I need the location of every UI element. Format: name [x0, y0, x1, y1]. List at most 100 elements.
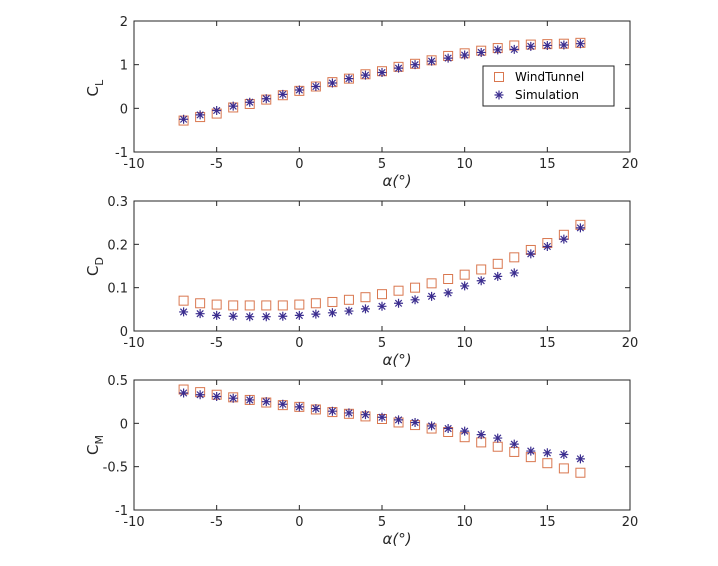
x-tick-label: 20 [622, 336, 639, 351]
simulation-point [278, 89, 288, 99]
simulation-point [278, 399, 288, 409]
simulation-point [278, 311, 288, 321]
windtunnel-point [377, 289, 387, 300]
simulation-point [245, 395, 255, 405]
y-tick-label: -0.5 [103, 461, 128, 476]
x-tick-label: -10 [123, 515, 144, 530]
y-tick-label: 0 [120, 417, 128, 432]
y-tick-label: -1 [115, 504, 128, 519]
simulation-point [311, 309, 321, 319]
simulation-point [344, 74, 354, 84]
x-tick-label: 5 [378, 336, 386, 351]
simulation-point [212, 310, 222, 320]
windtunnel-point [393, 285, 404, 296]
y-tick-label: 0 [120, 325, 128, 340]
windtunnel-point [459, 269, 470, 280]
axes-box [133, 379, 631, 511]
simulation-point [460, 426, 470, 436]
x-axis-label: α(°) [382, 172, 411, 190]
y-tick-label: 2 [120, 15, 128, 30]
simulation-point [261, 312, 271, 322]
x-tick-label: -5 [210, 515, 223, 530]
simulation-point [575, 39, 585, 49]
simulation-point [294, 85, 304, 95]
simulation-point [377, 68, 387, 78]
simulation-point [493, 433, 503, 443]
axes-box [133, 200, 631, 332]
simulation-point [575, 223, 585, 233]
simulation-point [294, 310, 304, 320]
windtunnel-point [542, 458, 553, 469]
windtunnel-point [327, 296, 338, 307]
y-tick-label: 0 [120, 102, 128, 117]
simulation-point [261, 94, 271, 104]
x-tick-label: 0 [295, 157, 303, 172]
simulation-point [327, 78, 337, 88]
x-tick-label: -5 [210, 336, 223, 351]
simulation-point [575, 454, 585, 464]
simulation-point [542, 242, 552, 251]
series-simulation [179, 388, 585, 464]
windtunnel-point [509, 252, 520, 263]
simulation-point [360, 304, 370, 314]
y-axis-label: CL [84, 79, 106, 96]
simulation-point [542, 448, 552, 458]
windtunnel-point [558, 463, 569, 474]
y-tick-label: 1 [120, 59, 128, 74]
simulation-point [212, 391, 222, 401]
simulation-point [179, 388, 189, 398]
legend-windtunnel-label: WindTunnel [515, 70, 584, 84]
legend-windtunnel-marker [494, 72, 504, 82]
x-tick-label: 15 [539, 336, 556, 351]
simulation-point [311, 82, 321, 91]
y-tick-label: 0.1 [107, 282, 128, 297]
windtunnel-point [228, 300, 239, 311]
x-tick-label: 15 [539, 515, 556, 530]
simulation-point [394, 298, 404, 308]
simulation-point [311, 404, 321, 414]
simulation-point [493, 45, 503, 55]
simulation-point [443, 53, 453, 63]
panel-3: -10 -5 0 5 10 15 20 -1 -0.5 0 0.5 α(°) CM [84, 374, 638, 548]
simulation-point [509, 44, 519, 54]
series-simulation [179, 39, 585, 124]
simulation-point [344, 306, 354, 316]
simulation-point [377, 412, 387, 422]
legend-box [482, 65, 615, 107]
y-tick-label: 0.3 [107, 195, 128, 210]
windtunnel-point [360, 292, 371, 303]
simulation-point [394, 415, 404, 425]
windtunnel-point [575, 467, 586, 478]
simulation-point [526, 249, 536, 259]
simulation-point [526, 41, 536, 51]
simulation-point [427, 421, 437, 431]
x-tick-label: 20 [622, 157, 639, 172]
windtunnel-point [492, 258, 503, 269]
simulation-point [360, 410, 370, 420]
simulation-point [443, 288, 453, 298]
legend-simulation-label: Simulation [515, 88, 579, 102]
simulation-point [344, 408, 354, 418]
simulation-point [476, 430, 486, 440]
simulation-point [228, 393, 238, 403]
simulation-point [443, 424, 453, 434]
x-tick-label: -10 [123, 336, 144, 351]
simulation-point [427, 291, 437, 301]
simulation-point [559, 234, 569, 244]
simulation-point [195, 390, 205, 400]
y-axis-label: CD [84, 257, 106, 276]
x-tick-label: 5 [378, 515, 386, 530]
windtunnel-point [343, 294, 354, 305]
simulation-point [377, 301, 387, 311]
simulation-point [261, 397, 271, 407]
panel-2: -10 -5 0 5 10 15 20 0 0.1 0.2 0.3 α(°) CD [84, 195, 638, 369]
y-tick-label: 0.2 [107, 238, 128, 253]
y-axis-label: CM [84, 435, 106, 455]
simulation-point [294, 402, 304, 412]
series-windtunnel [178, 219, 586, 311]
simulation-point [493, 271, 503, 281]
windtunnel-point [310, 298, 321, 309]
simulation-point [228, 101, 238, 111]
x-tick-label: 20 [622, 515, 639, 530]
